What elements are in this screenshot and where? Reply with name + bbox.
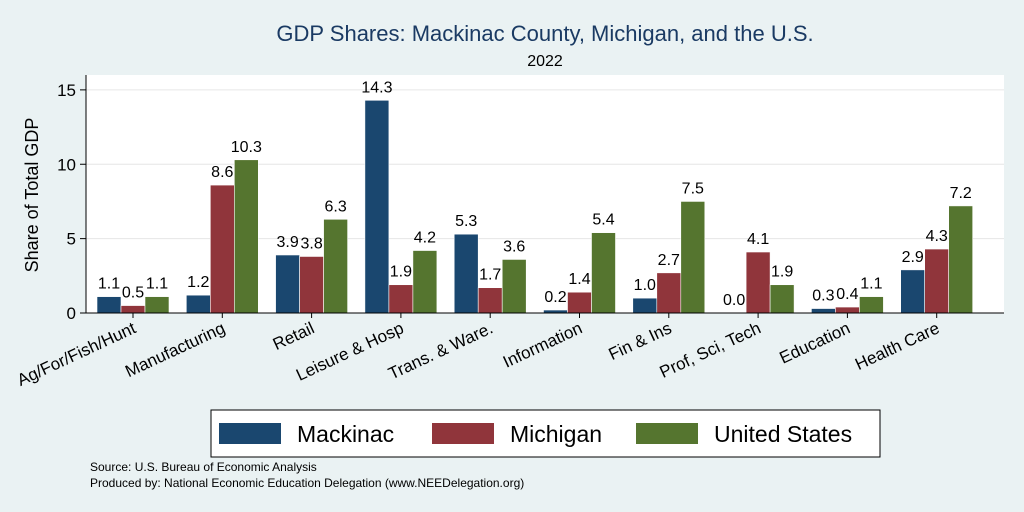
data-label: 1.0 [634, 277, 656, 294]
bar [811, 308, 836, 314]
bar [275, 254, 300, 314]
data-label: 2.9 [902, 249, 924, 266]
data-label: 6.3 [324, 198, 346, 215]
data-label: 1.1 [146, 276, 168, 293]
data-label: 1.2 [187, 274, 209, 291]
category-label: Ag/For/Fish/Hunt [14, 318, 139, 390]
bar [388, 284, 414, 314]
bar [835, 306, 860, 314]
data-label: 3.8 [300, 235, 322, 252]
bar [924, 248, 950, 314]
bar [567, 291, 592, 314]
bar [591, 232, 616, 314]
data-label: 4.1 [747, 231, 769, 248]
data-label: 5.3 [455, 213, 477, 230]
data-label: 8.6 [211, 164, 233, 181]
y-tick-label: 15 [57, 81, 76, 100]
produced-by-note: Produced by: National Economic Education… [90, 476, 524, 490]
bar [453, 233, 479, 314]
category-label: Education [777, 318, 854, 367]
data-label: 0.0 [723, 292, 745, 309]
y-axis-label: Share of Total GDP [22, 118, 42, 273]
data-label: 0.5 [122, 285, 144, 302]
category-label: Fin & Ins [606, 318, 675, 364]
bar [120, 305, 146, 314]
legend-label-united-states: United States [714, 421, 852, 447]
bar [210, 184, 235, 314]
bar [323, 218, 348, 314]
chart-subtitle: 2022 [527, 53, 563, 70]
bar [769, 284, 795, 314]
data-label: 3.6 [503, 238, 525, 255]
data-label: 7.5 [682, 180, 704, 197]
y-tick-label: 10 [57, 155, 76, 174]
bar [900, 269, 926, 314]
bar [632, 297, 658, 314]
legend-box [210, 409, 881, 458]
bars [96, 99, 974, 314]
data-label: 4.2 [414, 230, 436, 247]
bar [477, 287, 503, 314]
bar [234, 159, 259, 314]
legend-swatch-mackinac [219, 423, 281, 444]
y-tick-label: 5 [67, 230, 76, 249]
bar [412, 250, 438, 314]
data-label: 0.3 [812, 288, 834, 305]
chart-title: GDP Shares: Mackinac County, Michigan, a… [276, 21, 813, 46]
value-labels: 1.10.51.1 1.28.610.33.9 3.86.314.31.94.25.… [98, 79, 972, 309]
bar [656, 272, 682, 314]
legend-swatch-michigan [432, 423, 494, 444]
data-label: 3.9 [276, 234, 298, 251]
data-label: 1.1 [860, 276, 882, 293]
bar [144, 296, 170, 314]
data-label: 5.4 [592, 212, 614, 229]
bar [96, 296, 122, 314]
data-label: 1.1 [98, 276, 120, 293]
category-label: Retail [270, 318, 317, 354]
legend-swatch-united-states [636, 423, 698, 444]
bar [501, 259, 527, 314]
data-label: 1.9 [771, 264, 793, 281]
y-ticks: 0 5 10 15 [57, 81, 86, 323]
data-label: 1.9 [390, 264, 412, 281]
bar [859, 296, 884, 314]
data-label: 10.3 [231, 139, 262, 156]
data-label: 7.2 [950, 185, 972, 202]
bar [364, 99, 390, 314]
source-note: Source: U.S. Bureau of Economic Analysis [90, 460, 317, 474]
bar [680, 201, 706, 314]
data-label: 1.4 [568, 271, 590, 288]
data-label: 14.3 [361, 79, 392, 96]
data-label: 2.7 [658, 252, 680, 269]
legend-label-michigan: Michigan [510, 421, 602, 447]
category-label: Prof, Sci, Tech [657, 318, 764, 381]
bar [299, 256, 324, 314]
data-label: 1.7 [479, 267, 501, 284]
bar [186, 294, 211, 314]
category-label: Manufacturing [122, 318, 228, 381]
category-label: Health Care [852, 318, 942, 374]
bar [745, 251, 771, 314]
category-label: Information [500, 318, 585, 371]
data-label: 0.4 [836, 286, 858, 303]
data-label: 4.3 [926, 228, 948, 245]
bar [948, 205, 974, 314]
y-tick-label: 0 [67, 304, 76, 323]
data-label: 0.2 [544, 289, 566, 306]
legend: Mackinac Michigan United States [210, 409, 881, 458]
legend-label-mackinac: Mackinac [297, 421, 394, 447]
